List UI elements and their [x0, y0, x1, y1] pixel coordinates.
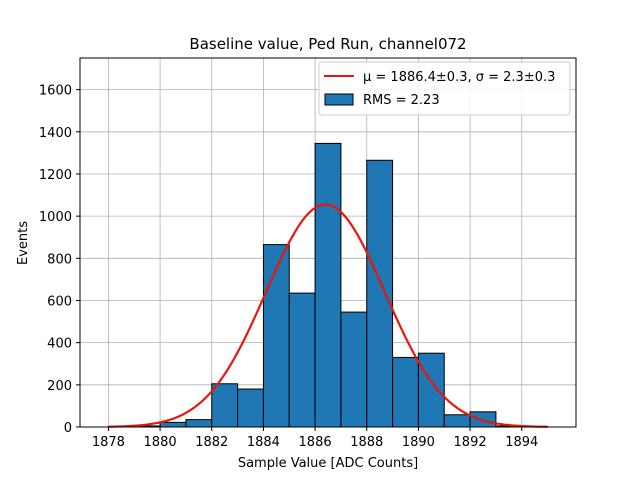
gaussian-fit	[108, 203, 548, 428]
x-tick-label: 1880	[144, 435, 177, 450]
histogram-bar	[185, 419, 213, 428]
y-tick-label: 0	[64, 421, 72, 436]
histogram-bar	[237, 388, 264, 428]
y-axis-label: Events	[16, 221, 31, 265]
x-tick-label: 1888	[350, 435, 383, 450]
x-tick-label: 1882	[195, 435, 228, 450]
histogram-bar	[159, 421, 187, 428]
histogram-bar	[262, 244, 290, 428]
y-tick-label: 600	[47, 294, 72, 309]
histogram-bar	[314, 142, 342, 428]
histogram-bar	[288, 292, 316, 428]
plot-frame	[79, 57, 577, 428]
histogram-bar	[340, 311, 368, 428]
y-tick-label: 1200	[39, 168, 72, 183]
y-tick-label: 200	[47, 379, 72, 394]
histogram-bar	[443, 414, 471, 428]
legend: μ = 1886.4±0.3, σ = 2.3±0.3 RMS = 2.23	[318, 61, 571, 116]
axis-ticks: 1878 1880 1882 1884 1886 1888 1890 1892 1894 0 200…	[39, 84, 538, 450]
y-tick-label: 1600	[39, 84, 72, 99]
histogram-bar	[392, 356, 419, 428]
legend-hist-label: RMS = 2.23	[363, 93, 440, 108]
legend-fit-label: μ = 1886.4±0.3, σ = 2.3±0.3	[363, 70, 555, 85]
histogram-bar	[366, 159, 394, 428]
x-tick-label: 1894	[505, 435, 538, 450]
gaussian-fit-curve	[108, 203, 548, 428]
x-tick-label: 1886	[299, 435, 332, 450]
y-tick-label: 800	[47, 252, 72, 267]
x-tick-label: 1884	[247, 435, 280, 450]
x-axis-label: Sample Value [ADC Counts]	[238, 456, 418, 471]
x-tick-label: 1890	[402, 435, 435, 450]
y-tick-label: 400	[47, 337, 72, 352]
x-tick-label: 1878	[92, 435, 125, 450]
y-tick-label: 1400	[39, 126, 72, 141]
y-tick-label: 1000	[39, 210, 72, 225]
histogram-bar	[417, 352, 445, 428]
histogram-bars	[107, 142, 549, 428]
chart-title: Baseline value, Ped Run, channel072	[189, 35, 466, 53]
x-tick-label: 1892	[454, 435, 487, 450]
legend-hist-swatch	[324, 93, 354, 106]
legend-box	[318, 61, 571, 116]
histogram-bar	[211, 383, 239, 428]
